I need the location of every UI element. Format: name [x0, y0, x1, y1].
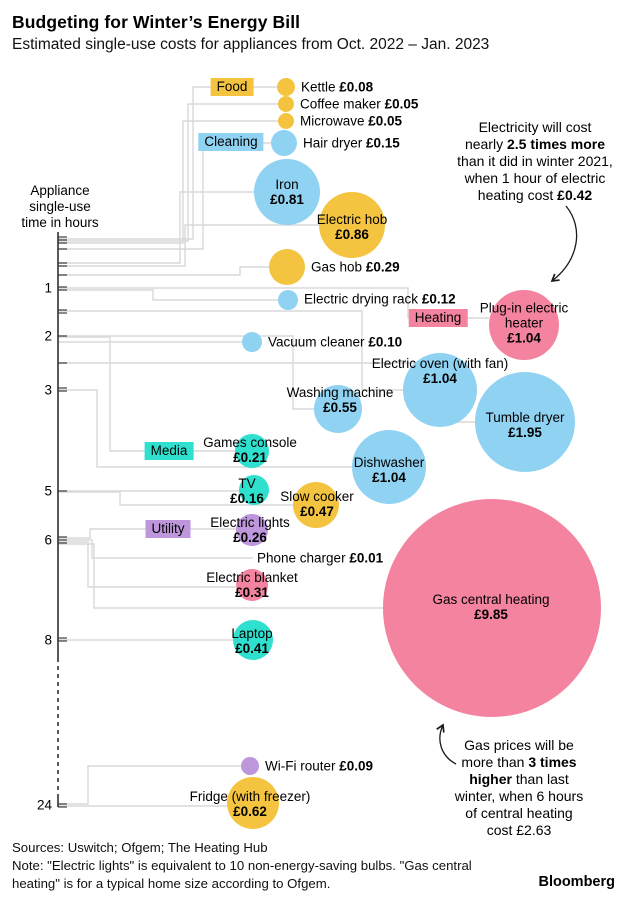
- bubble-slow-cooker: [293, 482, 339, 528]
- annotation-electricity: Electricity will cost nearly 2.5 times m…: [457, 119, 613, 204]
- label-electric-lights: Electric lights £0.26: [210, 514, 290, 545]
- category-heating: Heating: [408, 309, 468, 327]
- tick-label-3: 3: [44, 382, 52, 398]
- chart-title: Budgeting for Winter’s Energy Bill: [12, 12, 301, 32]
- label-kettle: Kettle £0.08: [301, 79, 374, 95]
- tick-label-2: 2: [44, 328, 52, 344]
- label-electric-oven: Electric oven (with fan) £1.04: [371, 355, 509, 386]
- bubble-hair-dryer: [271, 130, 297, 156]
- bubble-gas-hob: [269, 249, 305, 285]
- arrow-to-electric-heater: [550, 205, 578, 283]
- bubble-gas-central-heating: [383, 499, 601, 717]
- label-laptop: Laptop £0.41: [231, 625, 273, 656]
- bubble-coffee-maker: [278, 96, 294, 112]
- bubble-electric-blanket: [236, 569, 268, 601]
- bubble-washing-machine: [314, 385, 362, 433]
- label-electric-drying-rack: Electric drying rack £0.12: [304, 291, 456, 307]
- bubble-electric-drying-rack: [278, 290, 298, 310]
- label-electric-hob: Electric hob £0.86: [316, 211, 388, 242]
- bubble-tv: [239, 475, 269, 505]
- label-slow-cooker: Slow cooker £0.47: [280, 488, 354, 519]
- label-dishwasher: Dishwasher £1.04: [353, 454, 425, 485]
- category-food: Food: [210, 78, 254, 96]
- note-line-1: Note: "Electric lights" is equivalent to…: [12, 857, 472, 873]
- bubble-vacuum-cleaner: [242, 332, 262, 352]
- bubble-laptop: [233, 620, 273, 660]
- tick-label-24: 24: [36, 797, 52, 813]
- label-hair-dryer: Hair dryer £0.15: [303, 135, 400, 151]
- label-fridge: Fridge (with freezer) £0.62: [189, 788, 311, 819]
- label-vacuum-cleaner: Vacuum cleaner £0.10: [268, 334, 403, 350]
- bubble-wifi-router: [241, 757, 259, 775]
- bubble-games-console: [235, 434, 269, 468]
- bubble-fridge: [227, 777, 279, 829]
- axis-ticks: [58, 236, 67, 808]
- tick-label-5: 5: [44, 483, 52, 499]
- tick-label-1: 1: [44, 280, 52, 296]
- bubble-microwave: [278, 113, 294, 129]
- label-washing-machine: Washing machine £0.55: [286, 384, 394, 415]
- bubble-electric-oven: [403, 353, 477, 427]
- annotation-gas: Gas prices will be more than 3 times hig…: [454, 737, 584, 839]
- label-tv: TV £0.16: [230, 475, 264, 506]
- note-line-2: heating" is for a typical home size acco…: [12, 875, 331, 891]
- label-electric-blanket: Electric blanket £0.31: [206, 569, 298, 600]
- bubble-dishwasher: [352, 430, 426, 504]
- chart-subtitle: Estimated single-use costs for appliance…: [12, 36, 490, 53]
- label-microwave: Microwave £0.05: [300, 113, 403, 129]
- category-media: Media: [144, 442, 194, 460]
- tick-label-8: 8: [44, 632, 52, 648]
- category-cleaning: Cleaning: [198, 133, 264, 151]
- label-gas-hob: Gas hob £0.29: [311, 259, 400, 275]
- y-axis-title: Appliance single-use time in hours: [21, 183, 99, 230]
- label-plug-in-electric-heater: Plug-in electric heater £1.04: [479, 300, 569, 346]
- footer-notes: Sources: Uswitch; Ofgem; The Heating Hub…: [12, 839, 472, 893]
- bubble-iron: [254, 159, 320, 225]
- bubble-plug-in-electric-heater: [489, 290, 559, 360]
- label-phone-charger: Phone charger £0.01: [257, 550, 384, 566]
- label-iron: Iron £0.81: [270, 176, 304, 207]
- label-tumble-dryer: Tumble dryer £1.95: [485, 409, 565, 440]
- label-games-console: Games console £0.21: [203, 434, 297, 465]
- arrow-to-gas-heating: [436, 723, 457, 765]
- label-gas-central-heating: Gas central heating £9.85: [432, 591, 550, 622]
- category-utility: Utility: [145, 520, 191, 538]
- bubble-tumble-dryer: [475, 372, 575, 472]
- bubble-electric-hob: [319, 192, 385, 258]
- bubble-kettle: [277, 78, 295, 96]
- tick-label-6: 6: [44, 532, 52, 548]
- sources-line: Sources: Uswitch; Ofgem; The Heating Hub: [12, 840, 268, 855]
- label-coffee-maker: Coffee maker £0.05: [300, 96, 419, 112]
- bubble-electric-lights: [236, 514, 268, 546]
- label-wifi-router: Wi-Fi router £0.09: [265, 758, 374, 774]
- bloomberg-logo: Bloomberg: [538, 874, 615, 890]
